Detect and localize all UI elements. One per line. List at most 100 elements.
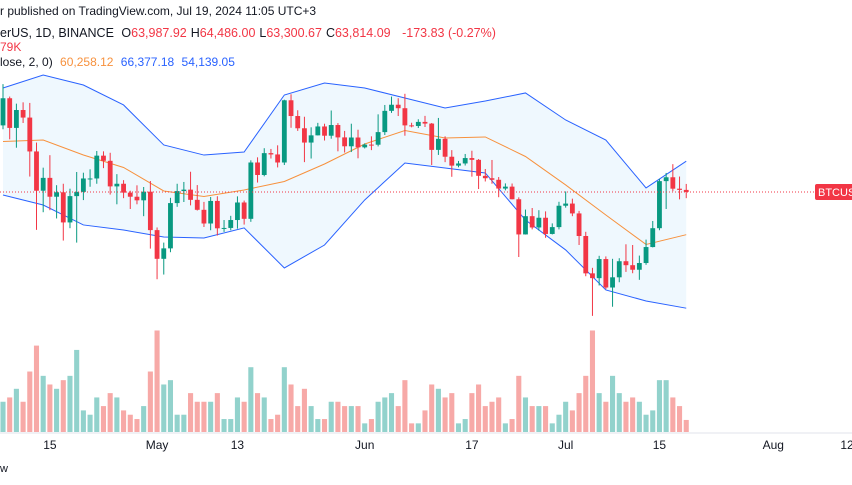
volume-legend: 79K — [0, 40, 22, 54]
indicator-name: lose, 2, 0) — [0, 55, 53, 69]
indicator-value: 66,377.18 — [120, 55, 175, 69]
volume-bar — [650, 410, 656, 432]
candle-body — [415, 121, 421, 126]
candle-body — [261, 153, 267, 175]
candle-body — [529, 216, 535, 228]
candle-body — [248, 162, 254, 219]
volume-bar — [543, 406, 549, 432]
candle-body — [168, 203, 173, 249]
volume-bar — [208, 401, 214, 432]
volume-bar — [516, 375, 522, 432]
candle-body — [80, 178, 86, 192]
candle-body — [255, 162, 260, 175]
candle-body — [7, 98, 13, 128]
ohlc-value: 64,486.00 — [199, 26, 256, 40]
candle-body — [174, 191, 180, 204]
ohlc-value: 63,814.09 — [334, 26, 391, 40]
volume-bar — [348, 406, 354, 432]
volume-bar — [67, 375, 73, 432]
candle-body — [462, 158, 468, 164]
volume-bar — [462, 419, 468, 432]
volume-bar — [455, 423, 462, 432]
volume-bar — [248, 367, 254, 432]
volume-bar — [616, 393, 622, 432]
x-tick-label: 13 — [231, 438, 245, 452]
candle-body — [134, 196, 140, 201]
candle-body — [188, 189, 193, 200]
candle-body — [208, 200, 214, 224]
candle-body — [201, 209, 207, 224]
volume-bar — [308, 406, 314, 432]
volume-bar — [596, 393, 602, 432]
candle-body — [114, 183, 120, 187]
candle-body — [288, 100, 294, 117]
volume-bar — [174, 414, 180, 432]
candle-body — [650, 228, 656, 248]
candle-body — [235, 202, 240, 221]
volume-bar — [536, 406, 542, 432]
candle-body — [34, 151, 39, 191]
volume-bar — [141, 406, 147, 432]
volume-bar — [509, 419, 515, 432]
candle-body — [402, 108, 408, 126]
candle-body — [569, 203, 575, 214]
volume-bar — [623, 401, 629, 432]
candle-body — [214, 200, 220, 229]
volume-bar — [563, 401, 569, 432]
candle-body — [60, 192, 66, 223]
candle-body — [382, 110, 388, 133]
band-line — [2, 162, 687, 309]
candle-body — [362, 144, 368, 148]
volume-bar — [409, 423, 415, 432]
candle-body — [623, 261, 629, 266]
candle-body — [422, 121, 428, 124]
candle-body — [40, 177, 46, 191]
volume-bar — [556, 414, 562, 432]
volume-bar — [603, 401, 609, 432]
volume-bar — [40, 375, 46, 432]
candle-body — [0, 98, 6, 126]
candle-body — [302, 128, 307, 143]
volume-bar — [630, 397, 636, 432]
volume-bar — [342, 406, 348, 432]
ohlc-key: O — [121, 26, 132, 40]
x-tick-label: May — [146, 438, 169, 452]
candle-body — [20, 110, 26, 118]
candle-body — [442, 138, 448, 157]
volume-bar — [47, 384, 53, 432]
volume-bar — [167, 380, 174, 432]
volume-bar — [13, 388, 19, 432]
volume-bar — [321, 419, 328, 432]
candle-body — [275, 154, 281, 163]
volume-bar — [0, 401, 6, 432]
candle-body — [395, 104, 401, 109]
candle-body — [141, 191, 147, 201]
ohlc-key: C — [325, 26, 335, 40]
volume-bar — [683, 419, 689, 432]
volume-bar — [94, 397, 100, 432]
candle-body — [482, 175, 488, 179]
volume-bar — [275, 414, 281, 432]
candle-body — [221, 227, 227, 229]
candle-body — [161, 248, 167, 259]
candle-body — [502, 186, 508, 189]
band-line — [2, 129, 687, 246]
volume-bar — [529, 406, 535, 432]
candle-body — [315, 126, 321, 136]
volume-bar — [221, 419, 227, 432]
volume-bar — [60, 380, 66, 432]
volume-bar — [442, 397, 448, 432]
volume-bar — [301, 388, 307, 432]
ohlc-value: 63,300.67 — [266, 26, 322, 40]
candle-body — [194, 199, 200, 210]
volume-bar — [194, 401, 200, 432]
candle-body — [616, 261, 622, 278]
volume-bar — [121, 410, 127, 432]
volume-bar — [188, 393, 194, 432]
volume-bar — [295, 406, 301, 432]
candle-body — [389, 104, 394, 111]
candle-body — [181, 189, 187, 192]
candle-body — [536, 217, 542, 228]
volume-bar — [80, 410, 86, 432]
